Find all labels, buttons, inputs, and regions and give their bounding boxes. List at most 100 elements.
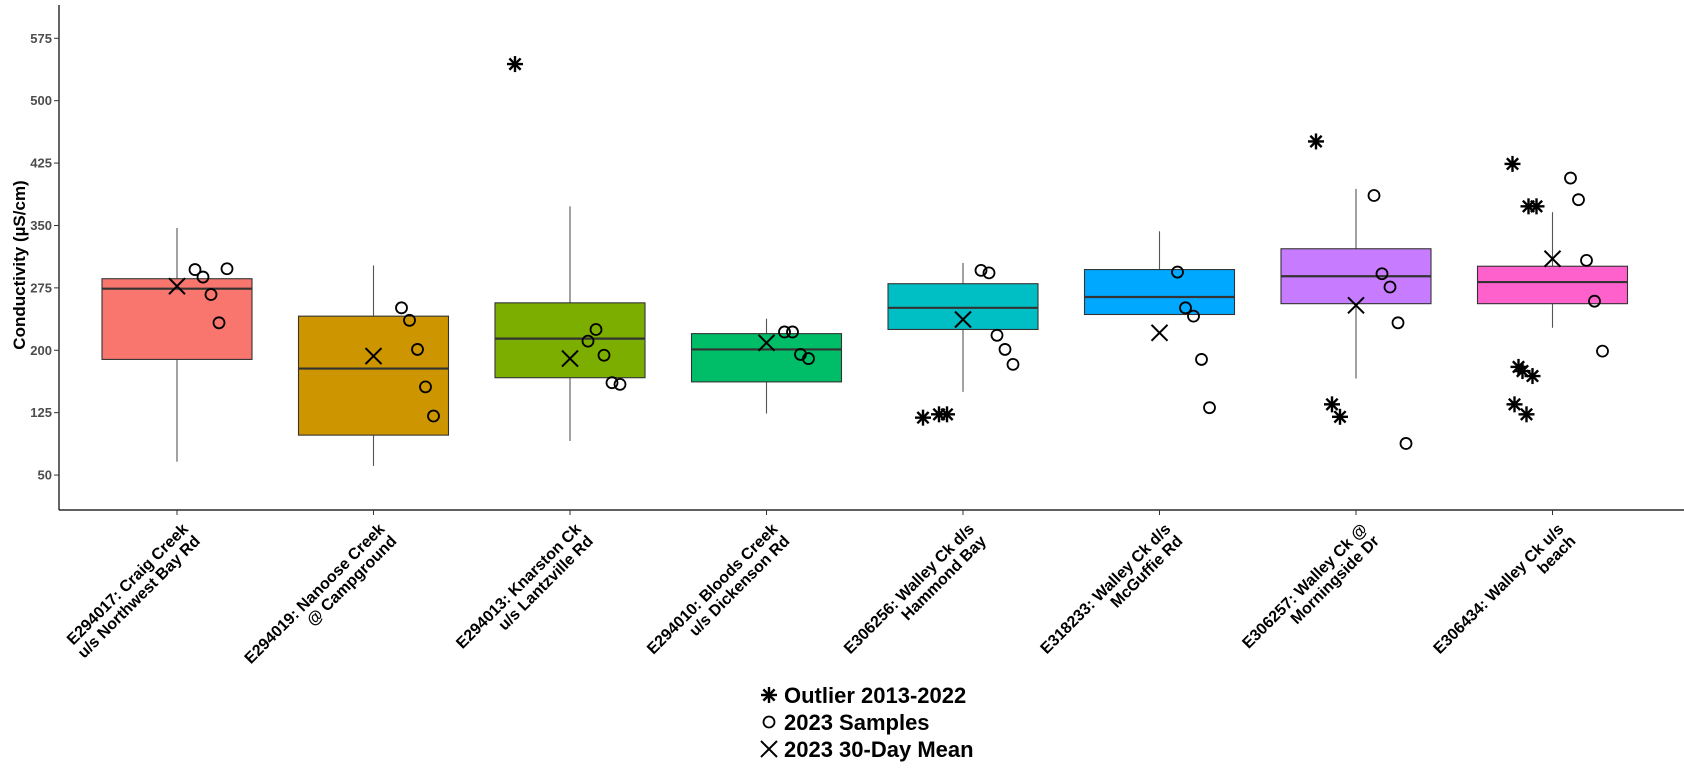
y-tick-label: 200 [30,343,52,358]
outlier-point [1504,155,1521,172]
legend-label: Outlier 2013-2022 [784,683,966,708]
sample-point [1006,358,1020,371]
sample-point [974,263,988,277]
legend-item: 2023 Samples [762,710,930,735]
sample-point [597,348,611,362]
x-tick-label-line: E306434: Walley Ck u/s [1431,521,1568,658]
sample-point [802,352,815,365]
sample-point [1179,301,1192,315]
sample-point [589,323,603,336]
sample-point [1399,437,1413,450]
sample-point [1572,193,1585,207]
legend-item: 2023 30-Day Mean [760,737,974,762]
sample-point [1203,401,1216,415]
x-tick-label: E318233: Walley Ck d/sMcGuffie Rd [1038,521,1187,670]
sample-point [1580,254,1593,267]
sample-point [1375,267,1389,281]
box-group [1476,155,1629,423]
box [1476,265,1629,305]
box-group [887,262,1039,426]
sample-point [1367,189,1381,202]
sample-point [982,266,996,280]
x-tick-label-line: E294017: Craig Creek [64,521,192,649]
circle-icon [762,715,776,729]
y-tick-label: 425 [30,156,52,171]
x-tick-label: E306256: Walley Ck d/sHammond Bay [841,521,990,670]
outlier-point [507,56,523,73]
sample-point [403,313,416,327]
x-tick-label: E306257: Walley Ck @Morningside Dr [1239,521,1382,664]
sample-point [220,262,234,276]
outlier-point [1332,408,1348,425]
box [1083,269,1236,316]
sample-point [188,263,202,276]
x-tick-label: E294010: Bloods Creeku/s Dickenson Rd [644,521,793,670]
mean-marker [1150,324,1169,342]
box [887,283,1039,331]
sample-point [998,343,1012,356]
x-tick-label: E306434: Walley Ck u/sbeach [1431,521,1580,670]
sample-point [1391,316,1405,330]
x-tick-label-line: E318233: Walley Ck d/s [1038,521,1175,658]
mean-marker [364,347,383,365]
x-tick-label-line: E294013: Knarston Ck [453,521,585,653]
box [101,278,253,360]
sample-point [196,270,210,284]
outlier-point [1524,368,1541,385]
sample-point [613,377,627,391]
box [297,315,450,436]
outlier-point [1510,358,1527,375]
cross-icon [760,740,778,758]
box-group [494,56,646,441]
x-tick-label: E294019: Nanoose Creek@ Campground [242,521,401,680]
sample-point [1588,294,1601,308]
x-tick-label-line: E306256: Walley Ck d/s [841,521,978,658]
sample-point [581,334,595,348]
outlier-point [939,406,955,423]
y-tick-label: 275 [30,280,52,295]
sample-point [395,301,408,315]
sample-point [1564,171,1577,185]
sample-point [204,288,218,301]
outlier-point [1506,396,1523,413]
box-group [690,318,843,414]
y-tick-label: 575 [30,31,52,46]
mean-marker [757,334,776,352]
box [494,302,646,379]
x-tick-label: E294017: Craig Creeku/s Northwest Bay Rd [63,521,204,662]
y-tick-label: 50 [38,468,52,483]
sample-point [1195,353,1208,366]
sample-point [605,376,619,390]
y-tick-label: 500 [30,93,52,108]
x-tick-label-line: u/s Northwest Bay Rd [75,533,204,662]
mean-marker [168,277,186,295]
mean-marker [561,349,579,368]
mean-marker [1347,296,1365,315]
y-tick-label: 350 [30,218,52,233]
outlier-point [1528,198,1545,215]
sample-point [990,328,1004,342]
sample-point [786,325,799,339]
box-group [101,227,253,462]
outlier-point [1518,406,1535,423]
x-tick-label-line: E306257: Walley Ck @ [1239,521,1370,652]
legend-label: 2023 30-Day Mean [784,737,974,762]
box-group [1083,231,1236,415]
sample-point [212,316,226,330]
outlier-point [1324,396,1340,413]
sample-point [411,343,424,356]
sample-point [419,380,432,394]
y-axis-title: Conductivity (µS/cm) [10,180,29,349]
plot-area: 50 125 200 275 350 425 500 575 E294017: Craig Cr… [30,5,1684,680]
x-tick-label-line: E294010: Bloods Creek [644,521,781,658]
sample-point [1187,309,1200,323]
sample-point [427,409,440,423]
sample-point [778,325,791,339]
y-tick-label: 125 [30,405,52,420]
box-group [1280,133,1432,450]
box-group [297,265,450,466]
legend-item: Outlier 2013-2022 [761,683,966,708]
legend-label: 2023 Samples [784,710,930,735]
